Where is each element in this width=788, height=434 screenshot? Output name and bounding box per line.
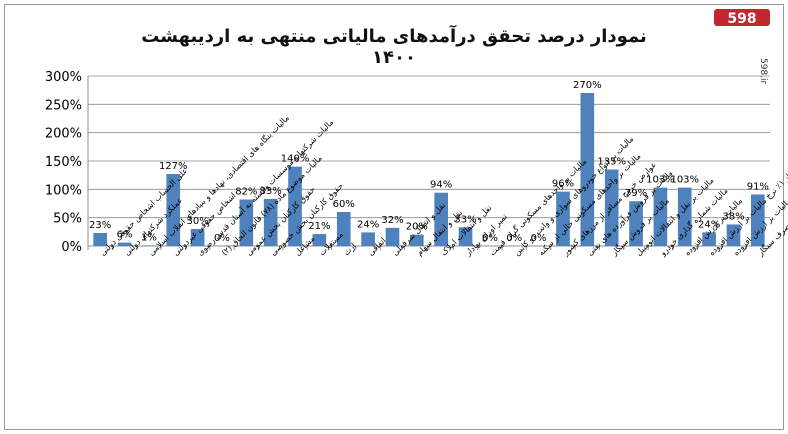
bar bbox=[312, 234, 327, 246]
data-label: 0% bbox=[482, 233, 498, 244]
data-label: 0% bbox=[506, 233, 522, 244]
bar bbox=[458, 227, 473, 246]
bar bbox=[410, 234, 424, 246]
bar bbox=[653, 187, 668, 246]
bar bbox=[726, 224, 741, 246]
data-label: 21% bbox=[308, 221, 330, 232]
bars bbox=[93, 93, 765, 246]
data-label: 6% bbox=[117, 230, 133, 241]
data-label: 30% bbox=[186, 216, 208, 227]
data-label: 24% bbox=[698, 219, 720, 230]
bar bbox=[580, 93, 595, 246]
data-label: 1% bbox=[141, 232, 157, 243]
data-label: 23% bbox=[89, 220, 111, 231]
data-label: 83% bbox=[260, 186, 282, 197]
bar bbox=[166, 174, 181, 246]
chart-title: نمودار درصد تحقق درآمدهای مالیاتی منتهی … bbox=[141, 26, 647, 68]
data-label: 135% bbox=[597, 157, 626, 168]
bar bbox=[190, 229, 205, 246]
y-tick-label: 100% bbox=[45, 183, 82, 198]
bar bbox=[677, 187, 692, 246]
bar bbox=[239, 199, 254, 246]
y-tick-labels: 0% 50% 100% 150% 200% 250% 300% bbox=[45, 70, 82, 255]
bar bbox=[93, 232, 107, 246]
bar bbox=[117, 242, 132, 246]
data-label: 96% bbox=[552, 179, 574, 190]
brand-logo: 598 bbox=[714, 9, 770, 27]
data-label: 0% bbox=[531, 233, 547, 244]
bar bbox=[361, 232, 375, 246]
y-tick-label: 250% bbox=[45, 98, 82, 113]
data-label: 94% bbox=[430, 180, 452, 191]
bar bbox=[604, 169, 619, 246]
data-label: 91% bbox=[747, 181, 769, 192]
data-label: 0% bbox=[214, 233, 230, 244]
data-label: 33% bbox=[454, 214, 476, 225]
data-label: 82% bbox=[235, 187, 257, 198]
bar bbox=[142, 245, 156, 246]
y-tick-label: 0% bbox=[61, 240, 82, 255]
data-label: 103% bbox=[670, 175, 699, 186]
data-label: 24% bbox=[357, 219, 379, 230]
data-label: 103% bbox=[646, 175, 675, 186]
data-labels: 23%6% 1%127%30%0%82% 83%140%21%60%24% 32%20… bbox=[89, 80, 769, 244]
y-tick-label: 50% bbox=[53, 212, 82, 227]
data-label: 38% bbox=[722, 211, 744, 222]
y-tick-label: 150% bbox=[45, 155, 82, 170]
data-label: 140% bbox=[281, 154, 310, 165]
bar bbox=[336, 212, 351, 246]
data-label: 20% bbox=[406, 222, 428, 233]
data-label: 32% bbox=[381, 215, 403, 226]
bar bbox=[263, 198, 278, 246]
bar bbox=[751, 194, 765, 246]
bar bbox=[629, 201, 643, 246]
y-tick-label: 300% bbox=[45, 70, 82, 85]
bar bbox=[385, 227, 400, 246]
data-label: 270% bbox=[573, 80, 602, 91]
data-label: 127% bbox=[159, 161, 188, 172]
bar bbox=[702, 232, 716, 246]
data-label: 79% bbox=[625, 188, 647, 199]
y-tick-label: 200% bbox=[45, 127, 82, 142]
bar bbox=[288, 166, 302, 246]
bar bbox=[434, 192, 448, 246]
grid-lines bbox=[88, 75, 770, 219]
data-label: 60% bbox=[333, 199, 355, 210]
brand-logo-text: 598 bbox=[727, 11, 756, 27]
bar bbox=[556, 191, 570, 246]
